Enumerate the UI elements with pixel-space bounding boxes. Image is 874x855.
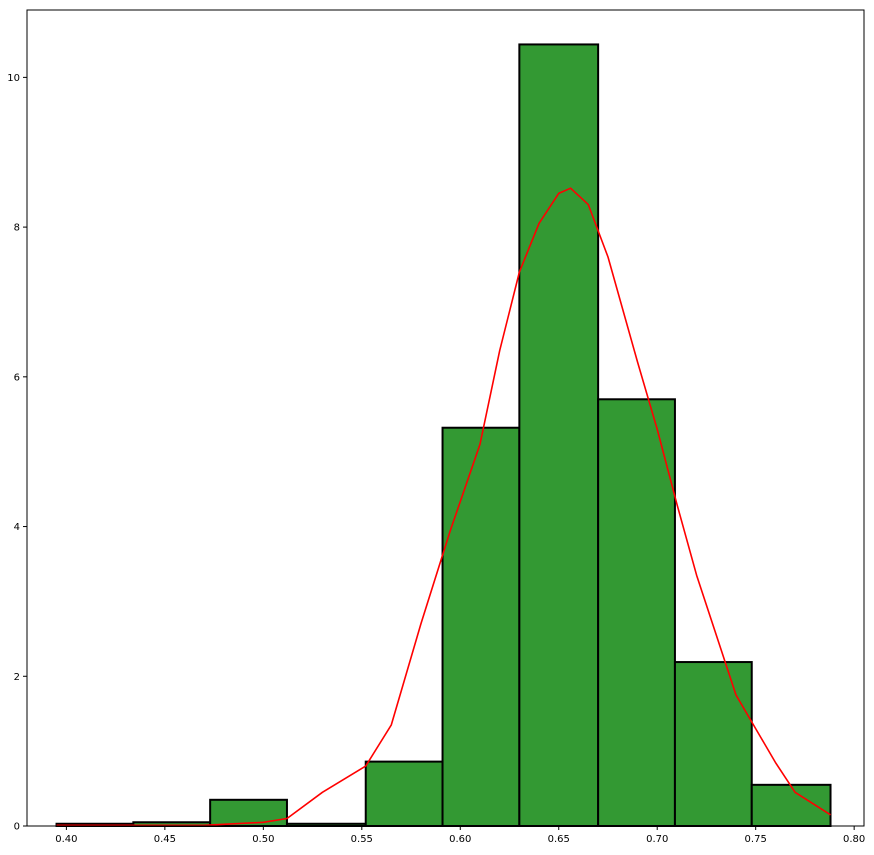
histogram-bar-8 — [597, 398, 676, 827]
y-tick-label: 4 — [14, 522, 20, 533]
x-tick-label: 0.45 — [154, 834, 176, 845]
x-tick-label: 0.80 — [843, 834, 865, 845]
bars-layer — [55, 43, 832, 828]
x-axis: 0.40 0.45 0.50 0.55 0.60 0.65 0.70 0.75 0.80 — [55, 826, 865, 845]
x-tick-label: 0.75 — [745, 834, 767, 845]
histogram-bar-5 — [364, 760, 444, 827]
x-tick-label: 0.65 — [548, 834, 570, 845]
histogram-bar-6 — [441, 426, 521, 827]
density-curve-line — [56, 187, 831, 827]
x-tick-label: 0.70 — [646, 834, 668, 845]
x-tick-label: 0.55 — [351, 834, 373, 845]
x-tick-label: 0.60 — [449, 834, 471, 845]
curve-layer — [56, 187, 831, 827]
y-tick-label: 2 — [14, 672, 20, 683]
histogram-bar-9 — [673, 661, 753, 828]
y-tick-label: 0 — [14, 822, 20, 833]
y-axis: 0 2 4 6 8 10 — [7, 73, 27, 833]
plot-frame — [26, 9, 865, 827]
histogram-bar-3 — [209, 798, 288, 827]
histogram-bar-10 — [750, 783, 832, 827]
x-tick-label: 0.40 — [55, 834, 77, 845]
y-tick-label: 8 — [14, 223, 20, 234]
histogram-bar-7 — [518, 43, 600, 827]
y-tick-label: 6 — [14, 372, 20, 383]
x-tick-label: 0.50 — [252, 834, 274, 845]
y-tick-label: 10 — [7, 73, 20, 84]
